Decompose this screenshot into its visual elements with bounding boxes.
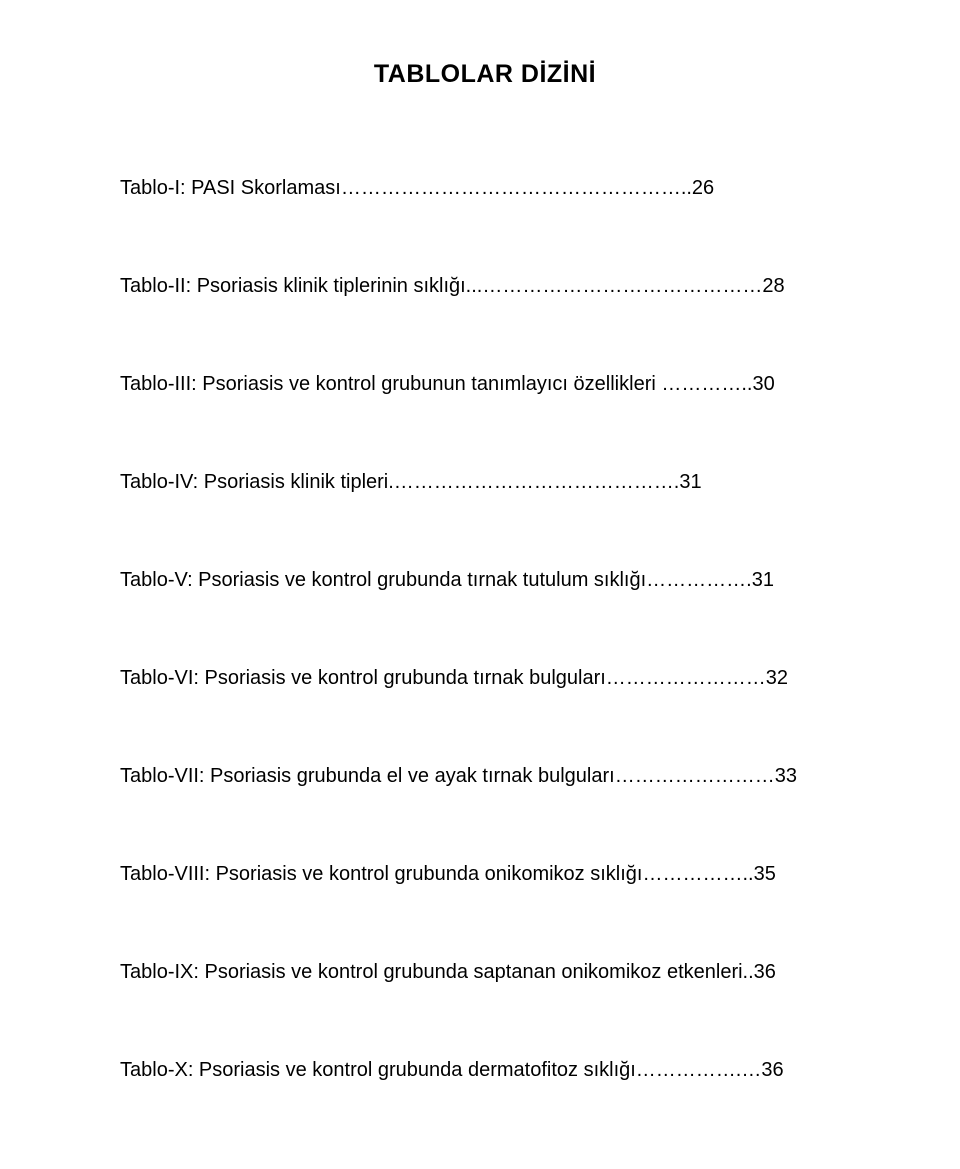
toc-entry: Tablo-VIII: Psoriasis ve kontrol grubund… xyxy=(120,860,850,888)
toc-entry: Tablo-VII: Psoriasis grubunda el ve ayak… xyxy=(120,762,850,790)
toc-entry: Tablo-V: Psoriasis ve kontrol grubunda t… xyxy=(120,566,850,594)
page-title: TABLOLAR DİZİNİ xyxy=(120,60,850,89)
toc-entry: Tablo-IV: Psoriasis klinik tipleri.……………… xyxy=(120,468,850,496)
toc-entry: Tablo-I: PASI Skorlaması…………………………………………… xyxy=(120,174,850,202)
document-page: TABLOLAR DİZİNİ Tablo-I: PASI Skorlaması… xyxy=(0,0,960,1169)
toc-entry: Tablo-III: Psoriasis ve kontrol grubunun… xyxy=(120,370,850,398)
toc-entry: Tablo-II: Psoriasis klinik tiplerinin sı… xyxy=(120,272,850,300)
toc-entry: Tablo-X: Psoriasis ve kontrol grubunda d… xyxy=(120,1056,850,1084)
toc-entry: Tablo-VI: Psoriasis ve kontrol grubunda … xyxy=(120,664,850,692)
toc-entry: Tablo-IX: Psoriasis ve kontrol grubunda … xyxy=(120,958,850,986)
